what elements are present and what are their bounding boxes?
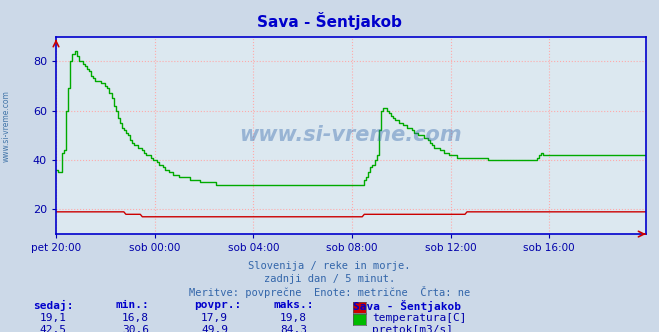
Text: 17,9: 17,9 [201,313,228,323]
Text: www.si-vreme.com: www.si-vreme.com [240,125,462,145]
Text: zadnji dan / 5 minut.: zadnji dan / 5 minut. [264,274,395,284]
Text: sedaj:: sedaj: [33,300,73,311]
Text: 84,3: 84,3 [280,325,307,332]
Text: 49,9: 49,9 [201,325,228,332]
Text: min.:: min.: [115,300,149,310]
Text: www.si-vreme.com: www.si-vreme.com [2,90,11,162]
Text: 16,8: 16,8 [122,313,149,323]
Text: Slovenija / reke in morje.: Slovenija / reke in morje. [248,261,411,271]
Text: 19,1: 19,1 [40,313,67,323]
Text: pretok[m3/s]: pretok[m3/s] [372,325,453,332]
Text: 30,6: 30,6 [122,325,149,332]
Text: povpr.:: povpr.: [194,300,242,310]
Text: Meritve: povprečne  Enote: metrične  Črta: ne: Meritve: povprečne Enote: metrične Črta:… [189,286,470,298]
Text: 19,8: 19,8 [280,313,307,323]
Text: maks.:: maks.: [273,300,314,310]
Text: Sava - Šentjakob: Sava - Šentjakob [257,12,402,30]
Text: temperatura[C]: temperatura[C] [372,313,467,323]
Text: Sava - Šentjakob: Sava - Šentjakob [353,300,461,312]
Text: 42,5: 42,5 [40,325,67,332]
